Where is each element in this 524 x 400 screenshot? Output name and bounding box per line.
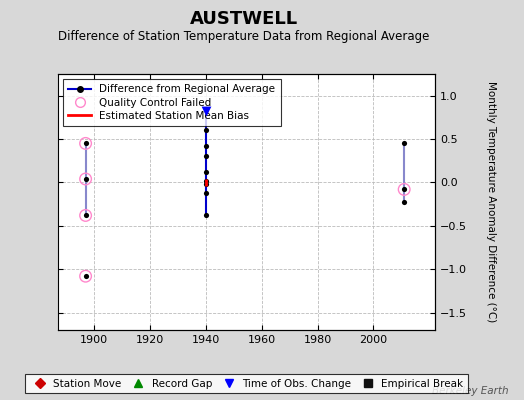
Point	[202, 190, 210, 196]
Point	[400, 186, 408, 193]
Point	[81, 140, 90, 147]
Point	[202, 169, 210, 175]
Point	[81, 212, 90, 219]
Point	[202, 108, 210, 114]
Point	[400, 140, 408, 147]
Legend: Difference from Regional Average, Quality Control Failed, Estimated Station Mean: Difference from Regional Average, Qualit…	[63, 79, 280, 126]
Point	[202, 181, 210, 188]
Point	[81, 140, 90, 147]
Legend: Station Move, Record Gap, Time of Obs. Change, Empirical Break: Station Move, Record Gap, Time of Obs. C…	[25, 374, 467, 393]
Point	[81, 176, 90, 182]
Point	[202, 108, 210, 114]
Y-axis label: Monthly Temperature Anomaly Difference (°C): Monthly Temperature Anomaly Difference (…	[486, 81, 496, 323]
Point	[202, 178, 210, 184]
Text: AUSTWELL: AUSTWELL	[190, 10, 298, 28]
Point	[400, 186, 408, 193]
Point	[81, 176, 90, 182]
Point	[202, 127, 210, 134]
Point	[81, 273, 90, 279]
Text: Berkeley Earth: Berkeley Earth	[432, 386, 508, 396]
Point	[202, 153, 210, 160]
Point	[202, 212, 210, 219]
Point	[81, 212, 90, 219]
Text: Difference of Station Temperature Data from Regional Average: Difference of Station Temperature Data f…	[58, 30, 429, 43]
Point	[202, 143, 210, 149]
Point	[400, 198, 408, 205]
Point	[81, 273, 90, 279]
